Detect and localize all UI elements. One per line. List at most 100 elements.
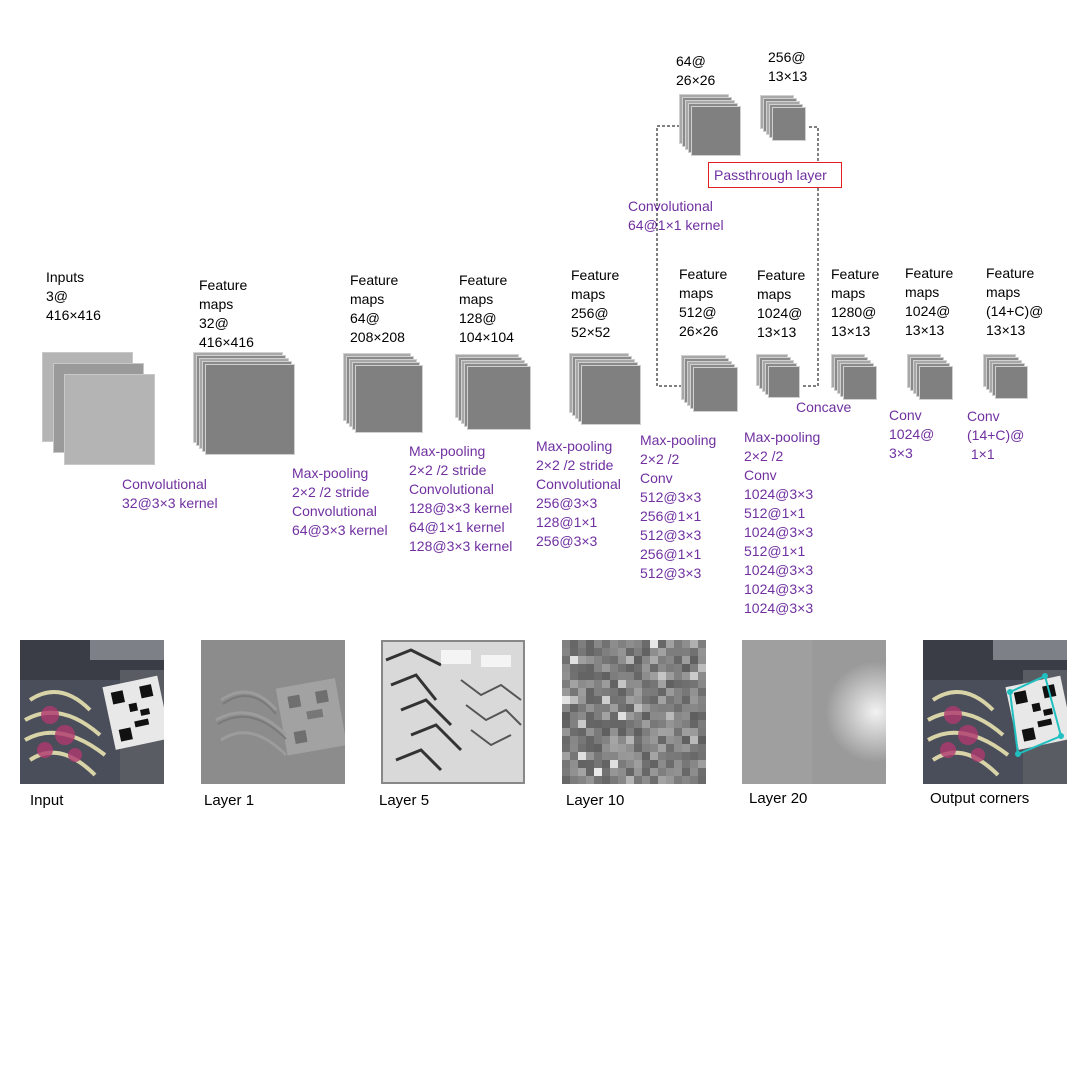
layer10-pixel — [674, 760, 682, 768]
layer10-pixel — [690, 680, 698, 688]
layer10-pixel — [578, 648, 586, 656]
layer10-pixel — [610, 736, 618, 744]
layer10-pixel — [610, 672, 618, 680]
layer10-pixel — [626, 688, 634, 696]
layer10-pixel — [666, 760, 674, 768]
layer10-pixel — [642, 768, 650, 776]
layer10-pixel — [650, 640, 658, 648]
layer10-pixel — [658, 648, 666, 656]
layer10-pixel — [642, 720, 650, 728]
layer10-pixel — [610, 712, 618, 720]
layer10-pixel — [602, 696, 610, 704]
passthrough-layer-box: Passthrough layer — [708, 162, 842, 188]
layer10-pixel — [698, 696, 706, 704]
thumbnail-layer-10 — [562, 640, 706, 784]
layer10-pixel — [618, 656, 626, 664]
layer10-pixel — [682, 736, 690, 744]
inputs-label: Inputs 3@ 416×416 — [46, 269, 101, 323]
layer10-pixel — [698, 648, 706, 656]
layer10-pixel — [562, 776, 570, 784]
layer10-pixel — [562, 752, 570, 760]
layer10-pixel — [578, 672, 586, 680]
layer10-pixel — [642, 704, 650, 712]
layer10-pixel — [618, 736, 626, 744]
feature-map-stack-64-sheet-5 — [355, 365, 423, 433]
op-concave: Concave — [796, 399, 852, 415]
feature-map-stack-1024b-sheet-5 — [919, 366, 953, 400]
layer10-pixel — [642, 656, 650, 664]
layer10-pixel — [618, 704, 626, 712]
feature-map-stack-1024a-sheet-5 — [768, 366, 800, 398]
layer10-pixel — [610, 704, 618, 712]
layer10-pixel — [610, 664, 618, 672]
layer10-pixel — [602, 752, 610, 760]
layer10-pixel — [658, 696, 666, 704]
feature-maps-128-label: Feature maps 128@ 104×104 — [459, 272, 514, 345]
op-fm128: Max-pooling 2×2 /2 stride Convolutional … — [536, 438, 621, 549]
layer10-pixel — [586, 760, 594, 768]
branch-stack-256-sheet-5 — [772, 107, 806, 141]
layer10-pixel — [698, 744, 706, 752]
layer10-pixel — [634, 752, 642, 760]
layer10-pixel — [642, 640, 650, 648]
op-fm1280: Conv 1024@ 3×3 — [889, 407, 935, 461]
layer10-pixel — [610, 768, 618, 776]
layer10-pixel — [642, 712, 650, 720]
layer10-pixel — [594, 712, 602, 720]
layer10-pixel — [578, 712, 586, 720]
layer10-pixel — [586, 752, 594, 760]
layer10-pixel — [594, 656, 602, 664]
feature-maps-512-label: Feature maps 512@ 26×26 — [679, 266, 728, 339]
layer10-pixel — [666, 696, 674, 704]
layer10-pixel — [618, 664, 626, 672]
branch-256-label: 256@ 13×13 — [768, 49, 808, 84]
passthrough-layer-label: Passthrough layer — [714, 167, 827, 183]
layer10-pixel — [690, 728, 698, 736]
layer10-pixel — [634, 640, 642, 648]
layer10-pixel — [610, 696, 618, 704]
layer10-pixel — [578, 744, 586, 752]
layer10-pixel — [682, 752, 690, 760]
caption-layer-20: Layer 20 — [749, 790, 808, 807]
layer10-pixel — [698, 672, 706, 680]
layer10-pixel — [674, 688, 682, 696]
layer10-pixel — [642, 696, 650, 704]
layer10-pixel — [642, 752, 650, 760]
layer10-pixel — [626, 776, 634, 784]
layer10-pixel — [690, 656, 698, 664]
layer10-pixel — [602, 720, 610, 728]
feature-maps-1024b-label: Feature maps 1024@ 13×13 — [905, 265, 954, 338]
layer10-pixel — [690, 752, 698, 760]
layer10-pixel — [666, 688, 674, 696]
layer10-pixel — [586, 728, 594, 736]
layer10-pixel — [698, 680, 706, 688]
layer10-pixel — [586, 640, 594, 648]
layer10-pixel — [602, 664, 610, 672]
layer10-pixel — [634, 744, 642, 752]
layer10-pixel — [610, 744, 618, 752]
layer10-pixel — [626, 672, 634, 680]
layer10-pixel — [674, 704, 682, 712]
thumbnail-layer-5 — [381, 640, 525, 784]
layer10-pixel — [570, 744, 578, 752]
layer10-pixel — [634, 736, 642, 744]
layer10-pixel — [602, 640, 610, 648]
layer10-pixel — [650, 656, 658, 664]
thumbnail-layer-10-image — [562, 640, 706, 784]
layer10-pixel — [698, 728, 706, 736]
layer10-pixel — [626, 664, 634, 672]
layer10-pixel — [658, 712, 666, 720]
layer10-pixel — [610, 720, 618, 728]
layer10-pixel — [602, 688, 610, 696]
layer10-pixel — [586, 656, 594, 664]
feature-map-stack-128-sheet-5 — [467, 366, 531, 430]
layer10-pixel — [682, 648, 690, 656]
layer10-pixel — [674, 696, 682, 704]
layer10-pixel — [674, 640, 682, 648]
layer10-pixel — [690, 712, 698, 720]
layer10-pixel — [586, 680, 594, 688]
layer10-pixel — [562, 760, 570, 768]
caption-input: Input — [30, 792, 64, 809]
thumbnail-layer-20-image — [742, 640, 886, 784]
layer10-pixel — [626, 736, 634, 744]
